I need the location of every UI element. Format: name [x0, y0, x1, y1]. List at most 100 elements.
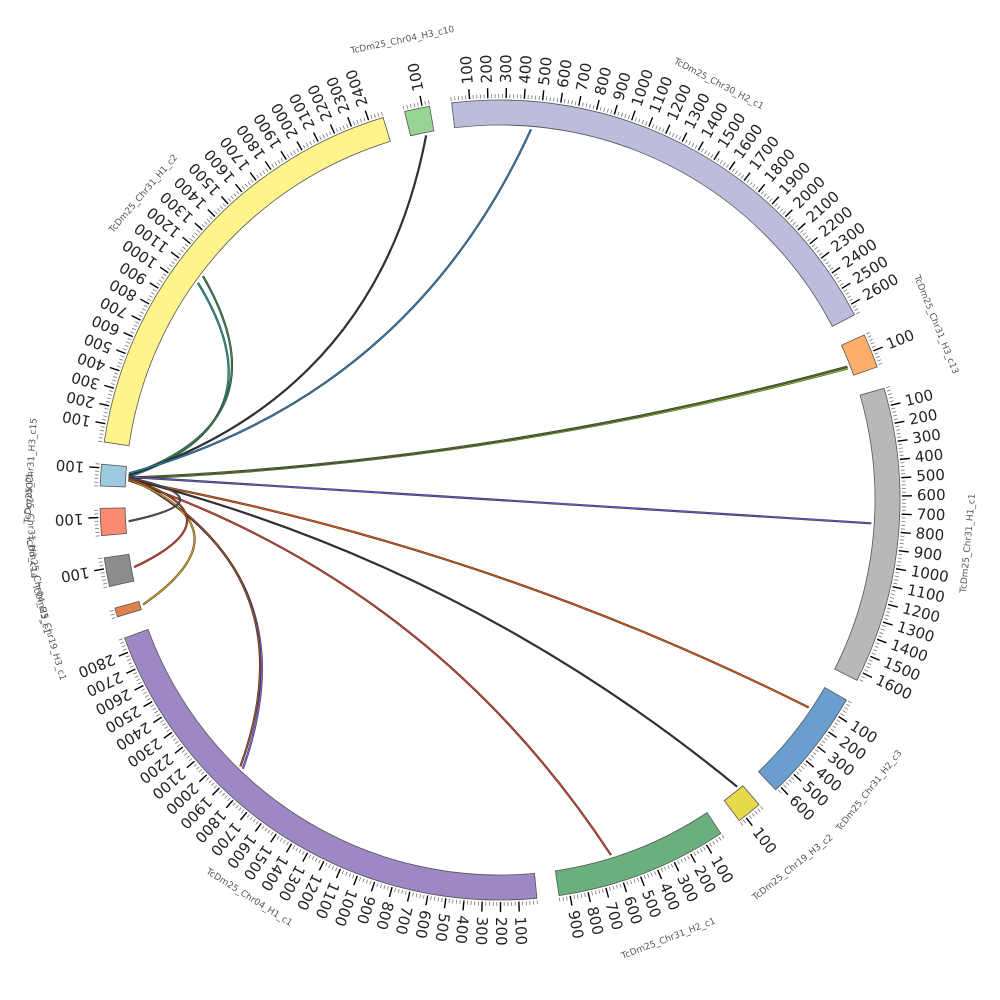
minor-tick — [617, 111, 620, 116]
tick-label: 600 — [917, 486, 946, 504]
minor-tick — [638, 118, 641, 123]
minor-tick — [865, 332, 870, 335]
minor-tick — [114, 372, 119, 375]
major-tick — [116, 349, 126, 355]
minor-tick — [574, 101, 577, 106]
minor-tick — [895, 425, 900, 428]
minor-tick — [636, 877, 639, 882]
minor-tick — [358, 876, 362, 882]
minor-tick — [880, 628, 885, 631]
minor-tick — [219, 205, 224, 210]
minor-tick — [241, 809, 245, 814]
minor-tick — [877, 359, 882, 362]
major-tick — [182, 236, 191, 245]
link-outline — [128, 365, 848, 479]
segment-tcdm25-chr04-h3-c1 — [103, 553, 135, 587]
minor-tick — [422, 894, 425, 899]
segments-layer — [99, 99, 901, 901]
minor-tick — [624, 113, 627, 118]
minor-tick — [369, 880, 372, 885]
tick-label: 100 — [61, 407, 93, 430]
minor-tick — [156, 713, 160, 717]
major-tick — [605, 887, 610, 898]
minor-tick — [296, 148, 300, 153]
links-layer — [128, 128, 872, 856]
minor-tick — [267, 829, 271, 834]
minor-tick — [213, 785, 218, 789]
minor-tick — [286, 841, 289, 846]
major-tick — [882, 621, 893, 626]
minor-tick — [146, 698, 151, 701]
minor-tick — [221, 792, 226, 797]
minor-tick — [101, 579, 107, 581]
minor-tick — [98, 440, 103, 443]
minor-tick — [191, 235, 196, 239]
major-tick — [640, 876, 645, 887]
minor-tick — [290, 152, 293, 156]
major-tick — [312, 132, 319, 142]
minor-tick — [556, 98, 559, 103]
major-tick — [828, 731, 838, 739]
major-tick — [793, 773, 802, 782]
major-tick — [657, 869, 663, 880]
minor-tick — [140, 311, 145, 314]
minor-tick — [754, 810, 758, 815]
minor-tick — [230, 195, 234, 200]
minor-tick — [103, 586, 108, 589]
minor-tick — [785, 781, 790, 786]
minor-tick — [687, 855, 690, 860]
ticks-layer — [88, 88, 912, 913]
minor-tick — [887, 607, 892, 610]
minor-tick — [174, 740, 179, 744]
tick-label: 500 — [535, 56, 556, 86]
minor-tick — [311, 856, 315, 861]
major-tick — [895, 568, 907, 572]
minor-tick — [119, 358, 124, 361]
minor-tick — [603, 107, 606, 112]
link-outline — [128, 478, 196, 606]
major-tick — [335, 868, 342, 879]
minor-tick — [704, 150, 708, 155]
minor-tick — [150, 292, 155, 295]
minor-tick — [370, 114, 373, 120]
minor-tick — [205, 777, 210, 781]
minor-tick — [195, 766, 200, 770]
tick-label: 900 — [913, 543, 944, 564]
minor-tick — [875, 642, 880, 645]
segment-tcdm25-chr04-h1-c1 — [124, 628, 538, 901]
minor-tick — [691, 143, 695, 147]
minor-tick — [324, 862, 328, 867]
major-tick — [595, 99, 600, 110]
tick-label: 500 — [431, 912, 453, 943]
minor-tick — [671, 133, 675, 137]
tick-label: 300 — [497, 54, 515, 83]
minor-tick — [430, 896, 432, 901]
major-tick — [139, 298, 150, 305]
minor-tick — [117, 362, 122, 365]
minor-tick — [246, 814, 250, 818]
minor-tick — [897, 436, 902, 439]
minor-tick — [827, 264, 832, 268]
minor-tick — [812, 751, 817, 756]
major-tick — [831, 266, 841, 274]
minor-tick — [102, 415, 107, 417]
minor-tick — [867, 662, 872, 666]
major-tick — [631, 110, 636, 121]
minor-tick — [262, 170, 266, 175]
minor-tick — [244, 183, 248, 188]
link-10 — [128, 479, 612, 856]
tick-label: 500 — [916, 466, 946, 486]
major-tick — [897, 439, 908, 442]
minor-tick — [292, 845, 296, 850]
minor-tick — [807, 238, 811, 242]
major-tick — [364, 110, 370, 121]
minor-tick — [796, 771, 800, 775]
minor-tick — [196, 229, 201, 233]
minor-tick — [647, 873, 650, 878]
minor-tick — [811, 243, 816, 248]
minor-tick — [184, 752, 188, 756]
minor-tick — [790, 218, 794, 223]
major-tick — [264, 161, 272, 171]
major-tick — [681, 132, 688, 142]
minor-tick — [130, 331, 135, 334]
